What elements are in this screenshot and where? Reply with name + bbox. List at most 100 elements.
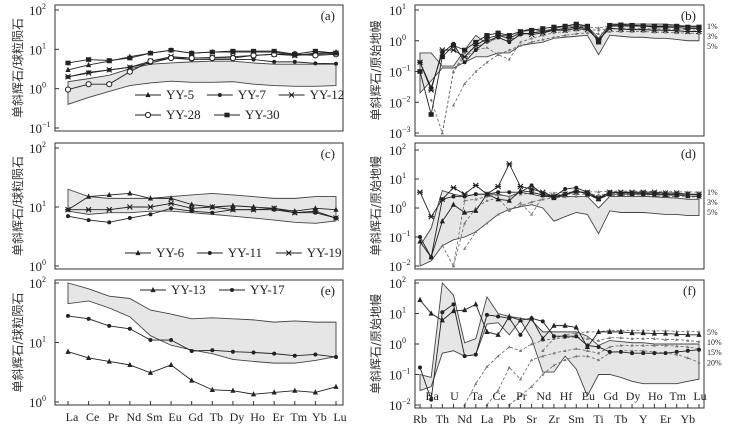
data-point xyxy=(86,57,92,62)
y-tick-label: 100 xyxy=(29,258,46,274)
data-point xyxy=(607,349,612,354)
model-point xyxy=(530,358,534,362)
x-tick-label: Ho xyxy=(648,389,663,403)
plot-area xyxy=(65,282,339,397)
data-point xyxy=(147,204,154,210)
data-point xyxy=(606,25,613,32)
data-point xyxy=(86,354,92,361)
data-point xyxy=(641,351,646,356)
data-point xyxy=(540,26,546,31)
data-point xyxy=(618,328,624,334)
model-point xyxy=(563,29,567,33)
model-point xyxy=(541,354,545,358)
data-point xyxy=(662,191,669,198)
x-tick-label: Dy xyxy=(230,410,245,424)
data-point xyxy=(462,354,467,359)
data-point xyxy=(66,313,70,318)
data-point xyxy=(334,61,338,66)
model-point xyxy=(496,53,500,56)
y-tick-label: 102 xyxy=(29,2,46,18)
legend-marker xyxy=(217,93,222,97)
data-point xyxy=(271,389,277,395)
data-point xyxy=(313,61,318,66)
data-point xyxy=(147,58,154,65)
data-point xyxy=(484,312,489,317)
model-point xyxy=(585,330,589,334)
data-point xyxy=(429,397,434,402)
plot-frame xyxy=(54,4,344,132)
data-point xyxy=(292,387,298,393)
x-tick-label: Ta xyxy=(471,389,483,403)
model-point xyxy=(507,194,511,198)
data-point xyxy=(595,328,602,334)
model-point xyxy=(574,32,578,35)
data-point xyxy=(529,183,534,188)
data-point xyxy=(106,58,112,63)
data-point xyxy=(697,347,701,352)
y-tick-label: 100 xyxy=(29,81,46,97)
model-point xyxy=(474,382,478,385)
data-point xyxy=(418,365,422,370)
y-tick-label: 101 xyxy=(29,335,46,351)
model-point xyxy=(451,103,456,107)
data-point xyxy=(65,60,71,66)
model-point xyxy=(596,193,601,197)
data-point xyxy=(85,70,92,76)
data-point xyxy=(127,361,133,368)
x-tick-label: Nd xyxy=(127,410,142,424)
y-axis-title: 单斜辉石/球粒陨石 xyxy=(10,18,25,118)
model-point xyxy=(463,51,467,55)
data-point xyxy=(573,25,580,32)
y-tick-label: 10−1 xyxy=(29,120,51,136)
legend-label: YY-6 xyxy=(156,245,185,260)
data-point xyxy=(640,329,646,336)
series-line xyxy=(67,351,337,395)
data-point xyxy=(685,192,691,199)
data-point xyxy=(629,191,635,197)
data-point xyxy=(517,317,524,323)
model-point xyxy=(630,349,634,352)
model-line xyxy=(453,31,700,106)
data-point xyxy=(417,238,423,244)
data-point xyxy=(313,352,318,357)
model-point xyxy=(485,365,489,368)
model-point xyxy=(474,45,478,49)
data-point xyxy=(106,191,112,198)
y-tick-label: 100 xyxy=(389,200,406,216)
model-point xyxy=(574,347,578,350)
data-point xyxy=(495,196,501,202)
data-point xyxy=(168,195,174,201)
data-point xyxy=(462,209,468,215)
x-tick-label: Hf xyxy=(560,389,573,403)
x-tick-label: Tm xyxy=(669,389,686,403)
model-point xyxy=(641,343,645,347)
data-point xyxy=(210,348,215,353)
x-tick-label: Tb xyxy=(614,412,627,426)
data-point xyxy=(528,31,535,38)
model-point xyxy=(596,351,601,355)
model-point xyxy=(619,29,623,33)
data-point xyxy=(573,21,579,27)
data-point xyxy=(517,29,524,34)
y-tick-exponent: −1 xyxy=(42,120,51,129)
model-point xyxy=(463,198,467,202)
data-point xyxy=(562,27,569,34)
data-point xyxy=(518,332,523,337)
data-point xyxy=(685,331,691,337)
data-point xyxy=(169,338,174,343)
legend-label: YY-28 xyxy=(166,107,201,122)
x-tick-label: Pr xyxy=(108,410,119,424)
data-point xyxy=(127,216,132,221)
x-tick-label: Sr xyxy=(526,412,537,426)
data-point xyxy=(629,329,635,336)
data-point xyxy=(562,322,568,328)
data-point xyxy=(495,30,501,36)
model-point xyxy=(596,338,601,342)
data-point xyxy=(417,189,423,196)
series-line xyxy=(67,53,337,90)
plot-frame xyxy=(54,142,344,270)
data-point xyxy=(473,39,479,45)
model-point xyxy=(507,365,511,369)
plot-area xyxy=(417,281,702,407)
